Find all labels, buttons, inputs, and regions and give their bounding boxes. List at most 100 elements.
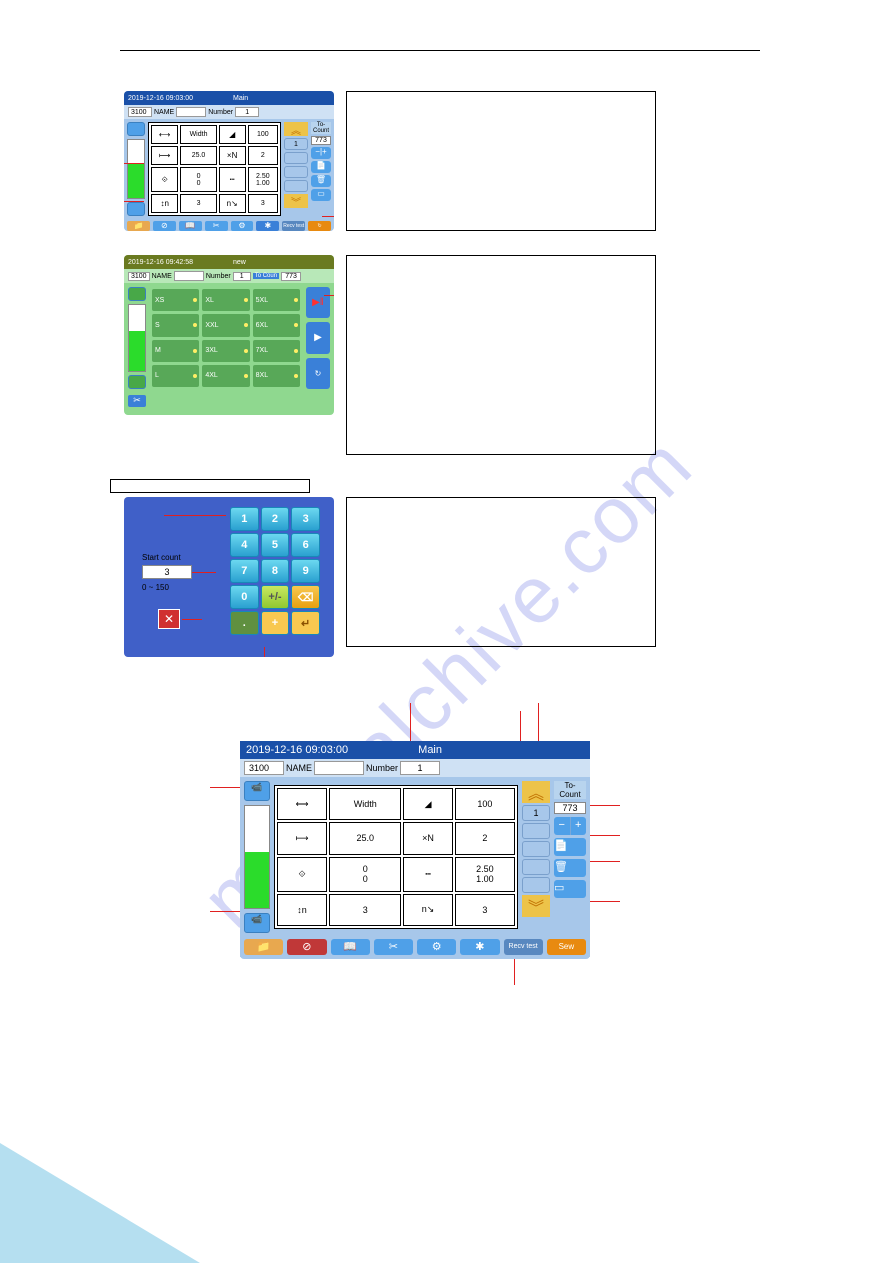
sew-button[interactable]: Sew xyxy=(547,939,586,955)
cut-button[interactable]: ✂ xyxy=(374,939,413,955)
gauge-top-button[interactable]: 📹 xyxy=(244,781,270,801)
minus-plus-button[interactable]: −+ xyxy=(554,817,586,835)
cut-button[interactable]: ✂ xyxy=(205,221,228,231)
size-7xl-button[interactable]: 7XL xyxy=(253,340,300,362)
callout-line xyxy=(182,619,202,620)
key-4[interactable]: 4 xyxy=(230,533,259,557)
key-3[interactable]: 3 xyxy=(291,507,320,531)
star-button[interactable]: ✱ xyxy=(256,221,279,231)
nosign-button[interactable]: ⊘ xyxy=(153,221,176,231)
slot-1-button[interactable]: 1 xyxy=(284,138,308,150)
key-7[interactable]: 7 xyxy=(230,559,259,583)
gauge-top-button[interactable] xyxy=(127,122,145,136)
code-field: 3100 xyxy=(128,272,150,281)
count-value: 773 xyxy=(311,136,331,145)
size-3xl-button[interactable]: 3XL xyxy=(202,340,249,362)
number-label: Number xyxy=(208,109,233,116)
folder-button[interactable]: 📁 xyxy=(244,939,283,955)
gauge-bar xyxy=(127,139,145,199)
size-xxl-button[interactable]: XXL xyxy=(202,314,249,336)
book-button[interactable]: 📖 xyxy=(331,939,370,955)
callout-line xyxy=(124,201,144,202)
key-5[interactable]: 5 xyxy=(261,533,290,557)
size-6xl-button[interactable]: 6XL xyxy=(253,314,300,336)
key-2[interactable]: 2 xyxy=(261,507,290,531)
tocount-value: 773 xyxy=(281,272,301,281)
slot-3-button[interactable] xyxy=(522,841,550,857)
size-l-button[interactable]: L xyxy=(152,365,199,387)
number-field[interactable]: 1 xyxy=(400,761,440,775)
delete-button[interactable]: 🗑 xyxy=(554,859,586,877)
new-infobar: 3100 NAME Number 1 To Coun 773 xyxy=(124,269,334,283)
key-plus[interactable]: + xyxy=(261,611,290,635)
description-box-2 xyxy=(346,255,656,455)
sew-button[interactable]: ↻ xyxy=(308,221,331,231)
callout-line xyxy=(514,959,515,985)
slot-3-button[interactable] xyxy=(284,166,308,178)
folder-button[interactable]: 📁 xyxy=(127,221,150,231)
list-button[interactable]: ▭ xyxy=(311,189,331,201)
gauge-bottom-button[interactable] xyxy=(127,202,145,216)
size-m-button[interactable]: M xyxy=(152,340,199,362)
key-9[interactable]: 9 xyxy=(291,559,320,583)
key-negate[interactable]: +/- xyxy=(261,585,290,609)
up-arrow-button[interactable]: ︽ xyxy=(284,122,308,136)
number-label: Number xyxy=(366,763,398,773)
tocount-button[interactable]: To Coun xyxy=(253,273,279,279)
playpause-button[interactable]: ▶‖ xyxy=(306,287,330,318)
size-4xl-button[interactable]: 4XL xyxy=(202,365,249,387)
key-enter[interactable]: ↵ xyxy=(291,611,320,635)
list-button[interactable]: ▭ xyxy=(554,880,586,898)
refresh-button[interactable]: ↻ xyxy=(306,358,330,389)
screenshot-new: 2019-12-16 09:42:58 new 3100 NAME Number… xyxy=(124,255,334,415)
close-button[interactable]: ✕ xyxy=(158,609,180,629)
slot-2-button[interactable] xyxy=(522,823,550,839)
name-field[interactable] xyxy=(176,107,206,117)
key-1[interactable]: 1 xyxy=(230,507,259,531)
nosign-button[interactable]: ⊘ xyxy=(287,939,326,955)
delete-button[interactable]: 🗑 xyxy=(311,175,331,187)
recv-test-button[interactable]: Recv test xyxy=(282,221,305,231)
number-field[interactable]: 1 xyxy=(233,272,251,281)
gear-button[interactable]: ⚙ xyxy=(231,221,254,231)
page-content: 2019-12-16 09:03:00 Main 3100 NAME Numbe… xyxy=(100,50,800,959)
minus-plus-button[interactable]: −|+ xyxy=(311,147,331,159)
size-8xl-button[interactable]: 8XL xyxy=(253,365,300,387)
gear-button[interactable]: ⚙ xyxy=(417,939,456,955)
gauge-bottom-button[interactable]: 📹 xyxy=(244,913,270,933)
new-timestamp: 2019-12-16 09:42:58 xyxy=(128,259,193,266)
up-arrow-button[interactable]: ︽ xyxy=(522,781,550,803)
range-label: 0 ~ 150 xyxy=(142,583,169,592)
slot-2-button[interactable] xyxy=(284,152,308,164)
name-field[interactable] xyxy=(314,761,364,775)
gauge-bottom-button[interactable] xyxy=(128,375,146,389)
start-count-field[interactable]: 3 xyxy=(142,565,192,579)
size-s-button[interactable]: S xyxy=(152,314,199,336)
size-xs-button[interactable]: XS xyxy=(152,289,199,311)
number-field[interactable]: 1 xyxy=(235,107,259,117)
slot-4-button[interactable] xyxy=(522,859,550,875)
page-corner-decoration xyxy=(0,1143,200,1263)
key-6[interactable]: 6 xyxy=(291,533,320,557)
slot-1-button[interactable]: 1 xyxy=(522,805,550,821)
recv-test-button[interactable]: Recv test xyxy=(504,939,543,955)
book-button[interactable]: 📖 xyxy=(179,221,202,231)
size-5xl-button[interactable]: 5XL xyxy=(253,289,300,311)
play-button[interactable]: ▶ xyxy=(306,322,330,353)
slot-4-button[interactable] xyxy=(284,180,308,192)
key-8[interactable]: 8 xyxy=(261,559,290,583)
size-xl-button[interactable]: XL xyxy=(202,289,249,311)
copy-button[interactable]: 📄 xyxy=(311,161,331,173)
key-0[interactable]: 0 xyxy=(230,585,259,609)
cut-button[interactable]: ✂ xyxy=(128,395,146,407)
key-backspace[interactable]: ⌫ xyxy=(291,585,320,609)
key-dot[interactable]: . xyxy=(230,611,259,635)
main-infobar: 3100 NAME Number 1 xyxy=(124,105,334,119)
star-button[interactable]: ✱ xyxy=(460,939,499,955)
down-arrow-button[interactable]: ︾ xyxy=(522,895,550,917)
gauge-top-button[interactable] xyxy=(128,287,146,301)
slot-5-button[interactable] xyxy=(522,877,550,893)
name-field[interactable] xyxy=(174,271,204,281)
down-arrow-button[interactable]: ︾ xyxy=(284,194,308,208)
copy-button[interactable]: 📄 xyxy=(554,838,586,856)
